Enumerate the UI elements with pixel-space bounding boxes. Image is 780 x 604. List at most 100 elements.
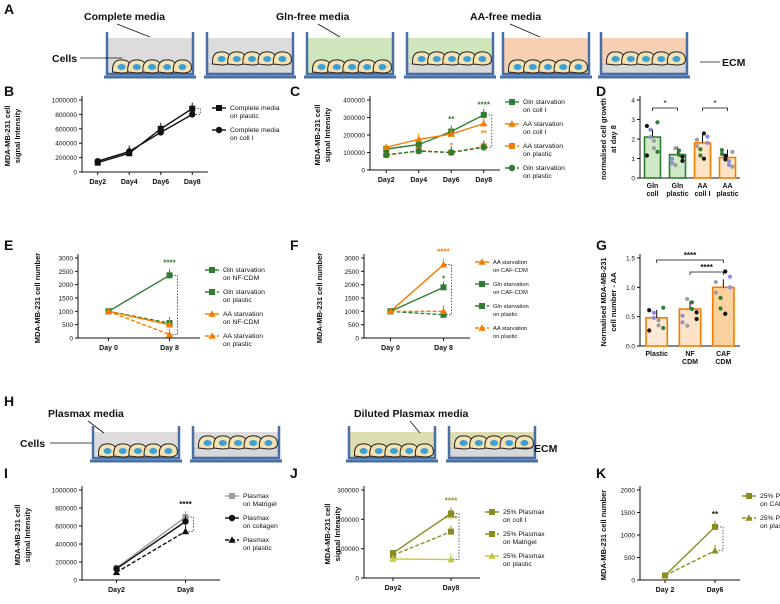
y-tick-label-b-1: 200000 bbox=[55, 155, 77, 162]
y-tick-label-k-3: 1500 bbox=[621, 510, 636, 517]
y-tick-label-b-0: 0 bbox=[73, 170, 77, 177]
bar-label-g-2-1: CDM bbox=[715, 359, 731, 366]
bar-dot-d-3-3 bbox=[730, 164, 735, 169]
legend-marker-c-1 bbox=[508, 120, 516, 127]
y-tick-label-i-4: 800000 bbox=[55, 506, 77, 513]
bar-dot-d-1-4 bbox=[669, 160, 675, 166]
nucleus-icon-a2-1 bbox=[332, 64, 341, 70]
nucleus-icon-h2-2 bbox=[390, 448, 398, 454]
sig-bracket-f bbox=[445, 264, 452, 316]
x-tick-label-b-0: Day2 bbox=[89, 179, 106, 186]
bar-label-d-3-1: plastic bbox=[716, 191, 738, 198]
y-label-k-0: MDA-MB-231 cell number bbox=[599, 490, 608, 581]
chart-c: 0 100000 200000 300000 400000 MDA-MB-231 cell… bbox=[313, 96, 565, 184]
nucleus-icon-a3-0 bbox=[417, 56, 426, 62]
series-line-c-1 bbox=[386, 122, 484, 148]
data-point-k-1-0 bbox=[661, 571, 669, 579]
data-point-f-0-1 bbox=[439, 260, 448, 268]
nucleus-icon-h3-4 bbox=[520, 440, 529, 446]
label-gln-free-media: Gln-free media bbox=[276, 11, 350, 23]
nucleus-icon-a4-1 bbox=[528, 64, 537, 70]
sig-stars-i-0: **** bbox=[179, 500, 192, 509]
bar-dot-d-1-5 bbox=[673, 146, 678, 151]
legend-marker-j-0 bbox=[489, 509, 495, 515]
bar-dot-g-2-5 bbox=[718, 306, 723, 311]
series-line-j-1 bbox=[392, 531, 452, 556]
panel-letter-b: B bbox=[4, 83, 14, 99]
bar-dot-g-0-5 bbox=[651, 315, 656, 320]
x-tick-label-i-0: Day2 bbox=[108, 587, 125, 594]
x-tick-label-e-1: Day 8 bbox=[160, 345, 179, 352]
y-tick-label-g-2: 1.0 bbox=[626, 285, 635, 292]
x-tick-label-b-1: Day4 bbox=[121, 179, 138, 186]
chart-g: 0.0 0.5 1.0 1.5 Normalised MDA-MB-231 cell nu… bbox=[599, 251, 740, 366]
pointer-complete bbox=[116, 23, 151, 38]
data-point-j-2-0 bbox=[389, 555, 397, 562]
series-line-e-3 bbox=[108, 310, 170, 336]
y-label-j-1: signal Intensity bbox=[333, 506, 342, 561]
nucleus-icon-a1-1 bbox=[232, 56, 241, 62]
nucleus-icon-a5-1 bbox=[626, 56, 635, 62]
y-tick-label-e-6: 3000 bbox=[59, 256, 74, 263]
y-tick-label-c-0: 0 bbox=[361, 168, 365, 175]
nucleus-icon-a5-3 bbox=[657, 56, 666, 62]
legend-marker-e-0 bbox=[209, 267, 215, 273]
legend-label-c-1-0: AA starvation bbox=[523, 121, 563, 128]
y-tick-label-b-2: 400000 bbox=[55, 141, 77, 148]
nucleus-icon-h3-3 bbox=[505, 440, 514, 446]
bar-dot-d-3-4 bbox=[719, 151, 725, 156]
bar-dot-g-0-2 bbox=[656, 318, 661, 323]
y-tick-label-f-6: 3000 bbox=[345, 256, 360, 263]
bar-label-d-0-0: Gln bbox=[647, 183, 659, 190]
nucleus-icon-h1-0 bbox=[203, 440, 212, 446]
sig-stars-c-3: ** bbox=[481, 129, 488, 138]
pointer-plasmax bbox=[87, 420, 105, 434]
chart-k: 0 500 1000 1500 2000 MDA-MB-231 cell number Da… bbox=[599, 486, 780, 594]
bar-dot-d-2-5 bbox=[698, 153, 703, 158]
legend-label-e-2-0: AA starvation bbox=[223, 311, 263, 318]
bar-dot-g-1-6 bbox=[689, 306, 695, 312]
well-tray-a2 bbox=[305, 32, 395, 76]
bar-dot-d-2-6 bbox=[701, 131, 707, 136]
nucleus-icon-h1-2 bbox=[234, 440, 242, 446]
data-point-i-2-0 bbox=[112, 568, 121, 576]
panel-letter-d: D bbox=[596, 83, 606, 99]
data-point-c-3-2 bbox=[448, 149, 455, 156]
data-point-e-2-1 bbox=[165, 320, 174, 328]
data-point-c-3-0 bbox=[383, 151, 390, 158]
series-line-i-2 bbox=[116, 530, 186, 573]
legend-label-e-3-0: AA starvation bbox=[223, 333, 263, 340]
legend-label-k-0-1: on CAF-CDM bbox=[760, 501, 780, 508]
y-tick-label-i-5: 1000000 bbox=[52, 488, 78, 495]
sig-bar-d-0 bbox=[652, 107, 678, 111]
data-point-c-1-0 bbox=[382, 143, 390, 151]
series-line-b-0 bbox=[97, 108, 193, 164]
data-point-e-3-0 bbox=[104, 307, 113, 315]
sig-bracket-i bbox=[187, 516, 194, 532]
bar-dot-g-2-3 bbox=[727, 274, 733, 279]
legend-marker-c-3 bbox=[508, 164, 516, 172]
y-tick-label-f-4: 2000 bbox=[345, 282, 360, 289]
legend-label-c-2-0: AA starvation bbox=[523, 143, 563, 150]
legend-label-i-1-0: Plasmax bbox=[243, 515, 270, 522]
bar-dot-g-1-0 bbox=[680, 313, 685, 318]
bar-label-d-2-0: AA bbox=[697, 183, 707, 190]
legend-label-c-1-1: on coll I bbox=[523, 129, 547, 136]
y-tick-label-e-3: 1500 bbox=[59, 296, 74, 303]
series-line-k-1 bbox=[664, 550, 716, 577]
y-tick-label-e-4: 2000 bbox=[59, 282, 74, 289]
series-line-j-0 bbox=[392, 512, 452, 554]
bar-dot-g-1-4 bbox=[680, 320, 685, 325]
bar-dot-g-1-5 bbox=[685, 296, 690, 302]
nucleus-icon-a1-4 bbox=[278, 56, 287, 62]
panel-letter-f: F bbox=[290, 237, 299, 253]
y-tick-label-e-2: 1000 bbox=[59, 309, 74, 316]
chart-j: 0 100000 200000 300000 MDA-MB-231 cell signal… bbox=[323, 486, 545, 592]
bar-dot-g-1-3 bbox=[694, 310, 699, 315]
y-label-b-1: signal Intensity bbox=[13, 108, 22, 163]
y-tick-label-f-2: 1000 bbox=[345, 309, 360, 316]
bar-label-d-3-0: AA bbox=[722, 183, 732, 190]
x-tick-label-f-0: Day 0 bbox=[381, 345, 400, 352]
label-ecm-a: ECM bbox=[722, 57, 746, 69]
